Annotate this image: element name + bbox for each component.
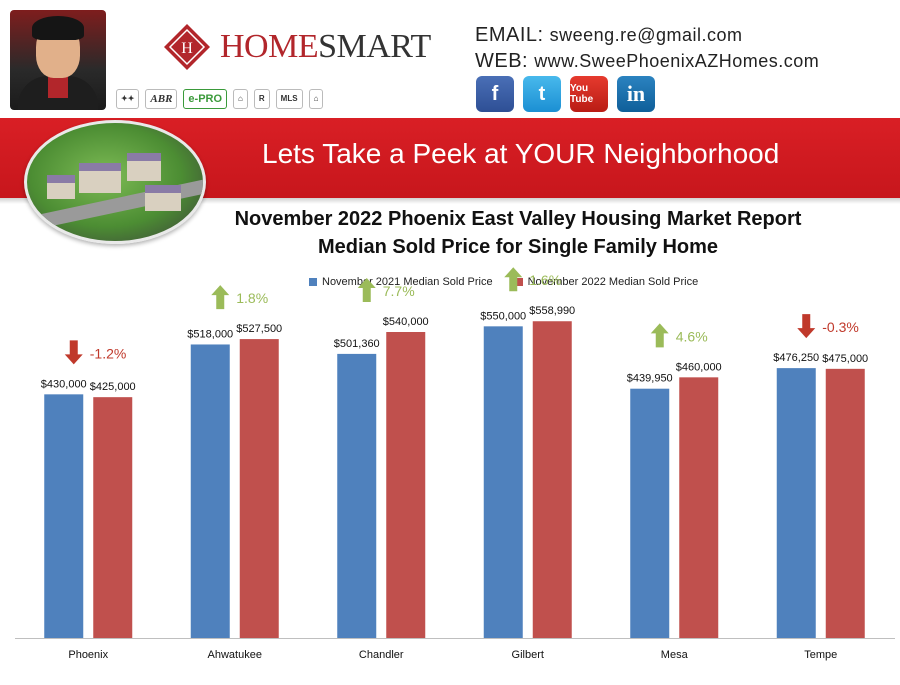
data-label-2021-ahwatukee: $518,000 xyxy=(187,328,233,340)
arrow-up-icon-gilbert xyxy=(504,267,523,292)
data-label-2021-phoenix: $430,000 xyxy=(41,378,87,390)
bar-2021-gilbert xyxy=(483,326,523,638)
agent-photo xyxy=(10,10,106,110)
bar-2021-phoenix xyxy=(44,394,84,638)
arrow-down-icon-phoenix xyxy=(64,340,83,365)
change-label-chandler: 7.7% xyxy=(383,283,415,299)
bar-2022-mesa xyxy=(679,377,719,638)
equal-housing-icon: ⌂ xyxy=(233,89,248,109)
bar-2022-tempe xyxy=(825,368,865,638)
agent-photo-hair xyxy=(32,16,84,40)
data-label-2022-chandler: $540,000 xyxy=(383,316,429,328)
bar-2022-ahwatukee xyxy=(239,339,279,638)
data-label-2022-phoenix: $425,000 xyxy=(90,381,136,393)
realtor-r-icon: R xyxy=(253,89,270,109)
banner-headline: Lets Take a Peek at YOUR Neighborhood xyxy=(262,138,780,169)
web-link[interactable]: www.SweePhoenixAZHomes.com xyxy=(534,51,820,71)
neighborhood-image xyxy=(24,120,206,244)
email-link[interactable]: sweeng.re@gmail.com xyxy=(549,25,743,45)
epro-badge: e-PRO xyxy=(183,89,228,109)
facebook-icon[interactable]: f xyxy=(476,76,514,112)
brand-prefix: HOME xyxy=(220,28,319,65)
bar-2022-chandler xyxy=(386,332,426,638)
legend-item-2022: November 2022 Median Sold Price xyxy=(514,276,699,288)
neighborhood-house xyxy=(47,175,75,199)
email-line: EMAIL: sweeng.re@gmail.com xyxy=(475,22,819,48)
data-label-2021-tempe: $476,250 xyxy=(773,352,819,364)
category-label-chandler: Chandler xyxy=(359,649,404,661)
brand-suffix: SMART xyxy=(318,28,431,65)
house-icon: ⌂ xyxy=(308,89,324,109)
bar-2021-mesa xyxy=(630,388,670,638)
banner-shadow xyxy=(0,198,900,204)
web-line: WEB: www.SweePhoenixAZHomes.com xyxy=(475,48,819,74)
data-label-2022-mesa: $460,000 xyxy=(676,361,722,373)
change-label-ahwatukee: 1.8% xyxy=(236,290,268,306)
bar-2021-tempe xyxy=(776,368,816,638)
change-label-phoenix: -1.2% xyxy=(90,345,127,361)
social-links: f t You Tube in xyxy=(476,76,655,112)
category-label-gilbert: Gilbert xyxy=(512,649,544,661)
contact-info: EMAIL: sweeng.re@gmail.com WEB: www.Swee… xyxy=(475,22,819,74)
legend-label-2022: November 2022 Median Sold Price xyxy=(527,276,699,288)
neighborhood-house xyxy=(145,185,181,211)
email-label: EMAIL: xyxy=(475,24,544,46)
category-label-mesa: Mesa xyxy=(661,649,689,661)
svg-text:H: H xyxy=(181,40,193,57)
youtube-icon[interactable]: You Tube xyxy=(570,76,608,112)
page-header: H HOMESMART ✦✦ ABR e-PRO ⌂ R MLS ⌂ EMAIL… xyxy=(0,0,900,118)
change-label-mesa: 4.6% xyxy=(676,328,708,344)
neighborhood-house xyxy=(127,153,161,181)
bar-2022-phoenix xyxy=(93,397,133,638)
agent-photo-collar xyxy=(48,76,68,98)
category-label-ahwatukee: Ahwatukee xyxy=(208,649,262,661)
change-label-gilbert: 1.6% xyxy=(529,272,561,288)
chart-title: November 2022 Phoenix East Valley Housin… xyxy=(234,208,802,230)
homesmart-diamond-icon: H xyxy=(164,24,210,70)
data-label-2022-tempe: $475,000 xyxy=(822,353,868,365)
data-label-2021-gilbert: $550,000 xyxy=(480,310,526,322)
data-label-2021-chandler: $501,360 xyxy=(334,338,380,350)
legend-swatch-2022 xyxy=(514,278,523,286)
web-label: WEB: xyxy=(475,50,529,72)
arrow-up-icon-mesa xyxy=(650,323,669,348)
arrow-up-icon-ahwatukee xyxy=(211,285,230,310)
chart-subtitle: Median Sold Price for Single Family Home xyxy=(317,236,719,258)
bar-2022-gilbert xyxy=(532,321,572,638)
change-label-tempe: -0.3% xyxy=(822,319,859,335)
credential-badges: ✦✦ ABR e-PRO ⌂ R MLS ⌂ xyxy=(116,86,324,112)
category-label-tempe: Tempe xyxy=(804,649,837,661)
twitter-icon[interactable]: t xyxy=(523,76,561,112)
neighborhood-house xyxy=(79,163,121,193)
legend-swatch-2021 xyxy=(309,278,317,286)
arrow-up-icon-chandler xyxy=(357,278,376,302)
bar-2021-ahwatukee xyxy=(190,344,230,638)
brand-wordmark: HOMESMART xyxy=(220,28,431,66)
mls-badge: MLS xyxy=(275,89,303,109)
data-label-2022-gilbert: $558,990 xyxy=(529,305,575,317)
category-label-phoenix: Phoenix xyxy=(68,649,108,661)
data-label-2021-mesa: $439,950 xyxy=(627,373,673,385)
arrow-down-icon-tempe xyxy=(797,314,816,339)
abr-badge: ABR xyxy=(145,89,178,109)
data-label-2022-ahwatukee: $527,500 xyxy=(236,323,282,335)
linkedin-icon[interactable]: in xyxy=(617,76,655,112)
bar-2021-chandler xyxy=(337,353,377,638)
graduate-realtor-badge-icon: ✦✦ xyxy=(116,89,140,109)
